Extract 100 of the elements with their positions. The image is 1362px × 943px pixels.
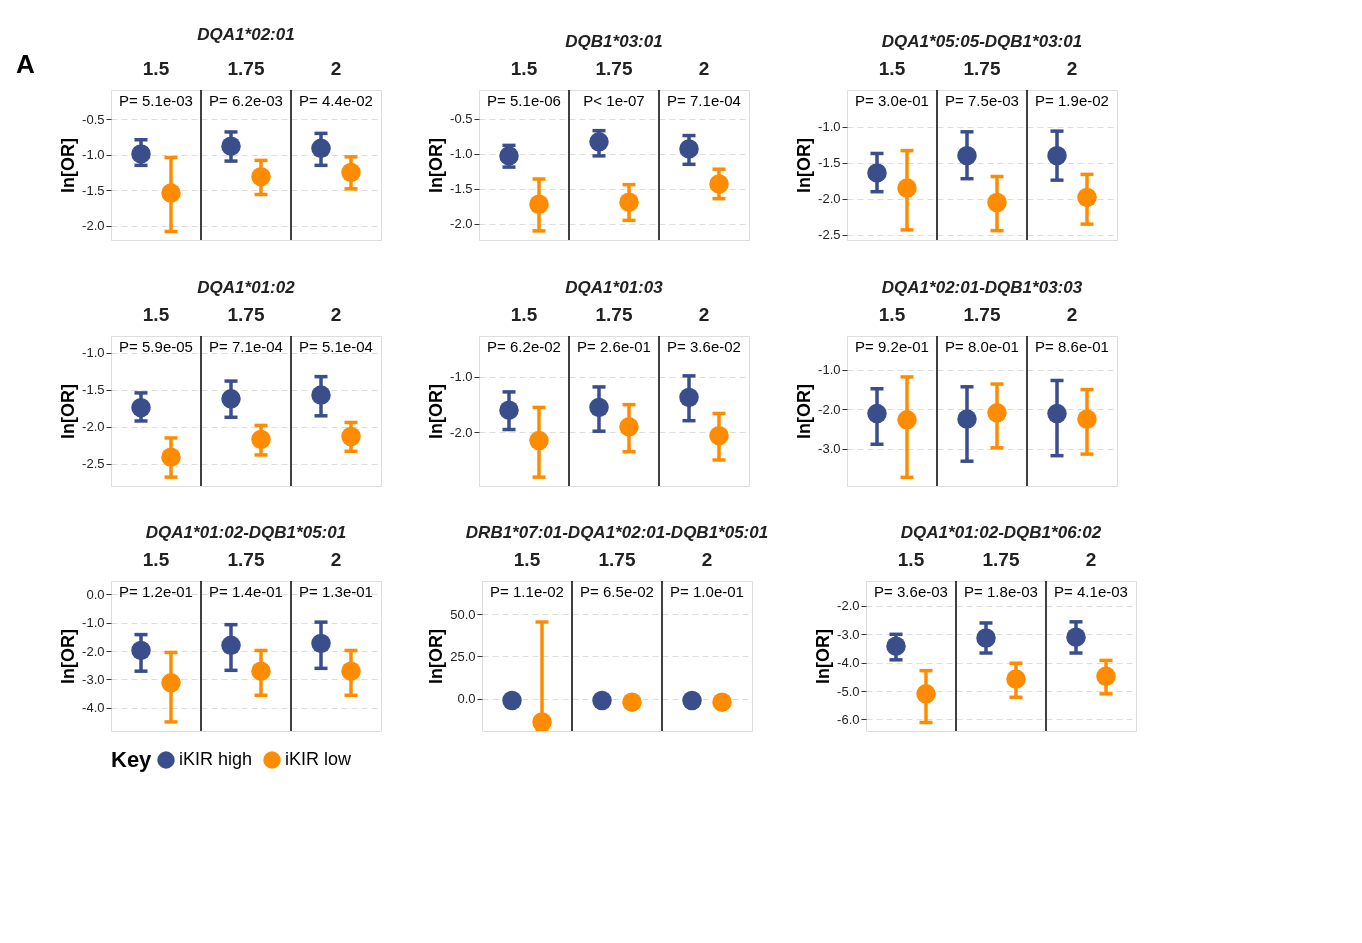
annotation: P= 1.2e-01 [119,583,193,600]
y-tick-label: 0.0 [457,691,476,707]
y-tick-label: -2.0 [450,424,473,440]
text: A [16,49,35,79]
chart-title: DQB1*03:01 [565,32,663,51]
y-tick-label: -2.0 [82,218,105,234]
x-tick-label: 2 [330,548,342,570]
x-tick-label: 2 [698,303,710,325]
annotation: P= 2.6e-01 [577,338,651,355]
chart-title: DQA1*05:05-DQB1*03:01 [881,32,1083,51]
annotation: P= 3.6e-02 [667,338,741,355]
y-tick-label: -1.0 [82,615,105,631]
x-tick-label: 1.5 [142,57,170,79]
y-tick-label: -1.5 [450,181,473,197]
x-tick-label: 1.75 [595,57,633,79]
y-tick-label: -6.0 [837,711,860,727]
y-axis-title: ln[OR] [794,138,815,193]
y-tick-label: -3.0 [837,626,860,642]
y-axis-title: ln[OR] [426,384,447,439]
annotation: P= 4.1e-03 [1054,583,1128,600]
x-tick-label: 1.5 [142,303,170,325]
y-tick-label: -2.0 [837,598,860,614]
annotation: P= 6.5e-02 [580,583,654,600]
annotation: P= 4.4e-02 [299,92,373,109]
x-tick-label: 1.75 [982,548,1020,570]
annotation: P= 1.0e-01 [670,583,744,600]
x-tick-label: 2 [330,303,342,325]
x-tick-label: 1.75 [227,548,265,570]
y-tick-label: -1.0 [818,119,841,135]
y-tick-label: -1.5 [818,155,841,171]
y-tick-label: -3.0 [818,441,841,457]
annotation: P= 3.0e-01 [855,92,929,109]
annotation: P= 8.6e-01 [1035,338,1109,355]
annotation: P= 6.2e-02 [487,338,561,355]
y-tick-label: -2.5 [82,456,105,472]
y-tick-label: -2.0 [82,419,105,435]
chart-title: DRB1*07:01-DQA1*02:01-DQB1*05:01 [465,523,769,542]
y-tick-label: 0.0 [86,586,105,602]
x-tick-label: 1.5 [142,548,170,570]
y-tick-label: -2.0 [82,643,105,659]
x-tick-label: 2 [1066,57,1078,79]
x-tick-label: 2 [698,57,710,79]
x-tick-label: 1.75 [227,303,265,325]
y-axis-title: ln[OR] [58,138,79,193]
x-tick-label: 1.5 [510,303,538,325]
chart-title: DQA1*01:02-DQB1*05:01 [145,523,347,542]
legend-label: iKIR high [179,749,253,769]
y-axis-title: ln[OR] [58,629,79,684]
chart-title: DQA1*02:01 [197,25,295,44]
x-tick-label: 1.75 [963,57,1001,79]
x-tick-label: 2 [330,57,342,79]
y-tick-label: -1.5 [82,382,105,398]
annotation: P= 6.2e-03 [209,92,283,109]
x-tick-label: 2 [701,548,713,570]
x-tick-label: 1.5 [513,548,541,570]
chart-title: DQA1*01:02-DQB1*06:02 [900,523,1102,542]
y-axis-title: ln[OR] [426,629,447,684]
x-tick-label: 1.75 [227,57,265,79]
y-tick-label: -4.0 [837,655,860,671]
annotation: P= 1.1e-02 [490,583,564,600]
y-axis-title: ln[OR] [426,138,447,193]
annotation: P= 3.6e-03 [874,583,948,600]
y-tick-label: -0.5 [82,111,105,127]
y-tick-label: 25.0 [450,648,476,664]
y-tick-label: -5.0 [837,683,860,699]
y-tick-label: -2.5 [818,227,841,243]
annotation: P= 5.9e-05 [119,338,193,355]
x-tick-label: 1.75 [963,303,1001,325]
chart-title: DQA1*01:02 [197,278,296,297]
annotation: P= 1.9e-02 [1035,92,1109,109]
annotation: P= 1.8e-03 [964,583,1038,600]
x-tick-label: 1.75 [598,548,636,570]
x-tick-label: 1.5 [510,57,538,79]
y-tick-label: -0.5 [450,111,473,127]
x-tick-label: 1.5 [878,57,906,79]
x-tick-label: 1.75 [595,303,633,325]
annotation: P= 8.0e-01 [945,338,1019,355]
y-tick-label: -2.0 [450,216,473,232]
y-tick-label: -1.0 [818,362,841,378]
legend-label: iKIR low [285,749,353,769]
annotation: P= 5.1e-04 [299,338,373,355]
annotation: P= 1.3e-01 [299,583,373,600]
y-tick-label: -1.5 [82,182,105,198]
y-tick-label: -1.0 [82,147,105,163]
legend-title: Key [111,747,153,772]
y-tick-label: -3.0 [82,671,105,687]
x-tick-label: 1.5 [878,303,906,325]
y-tick-label: -1.0 [450,146,473,162]
annotation: P= 9.2e-01 [855,338,929,355]
y-tick-label: -4.0 [82,700,105,716]
annotation: P= 7.1e-04 [667,92,741,109]
annotation: P= 5.1e-03 [119,92,193,109]
chart-title: DQA1*02:01-DQB1*03:03 [881,278,1083,297]
x-tick-label: 1.5 [897,548,925,570]
chart-title: DQA1*01:03 [565,278,664,297]
y-tick-label: -1.0 [82,345,105,361]
y-tick-label: -2.0 [818,401,841,417]
annotation: P< 1e-07 [583,92,645,109]
y-axis-title: ln[OR] [58,384,79,439]
y-axis-title: ln[OR] [794,384,815,439]
